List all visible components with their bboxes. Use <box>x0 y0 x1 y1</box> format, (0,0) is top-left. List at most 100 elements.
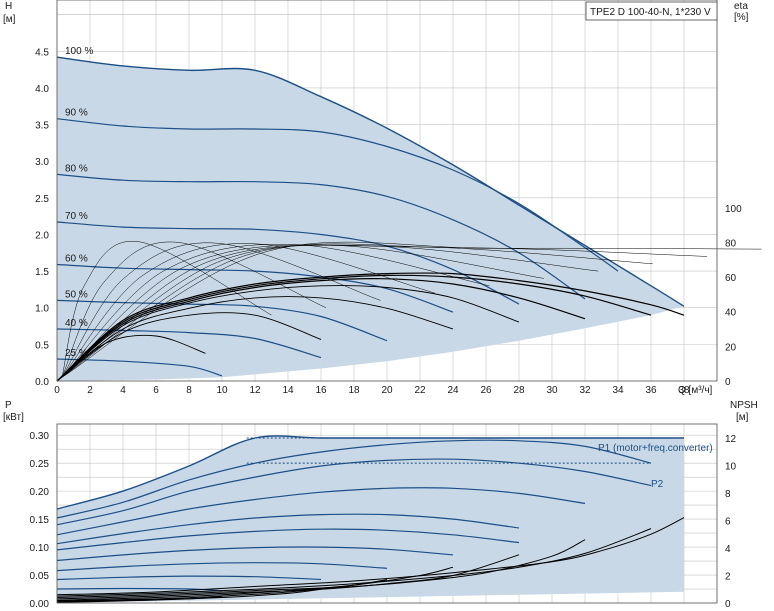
x-tick-label: 28 <box>513 385 525 396</box>
power-curve <box>56 439 652 519</box>
power-curve <box>56 487 586 536</box>
efficiency-arc <box>61 241 762 378</box>
power-curve <box>56 528 520 551</box>
p2-annotation: P2 <box>651 479 664 490</box>
lower-left-axis-unit: [кВт] <box>3 412 24 423</box>
speed-label: 50 % <box>65 289 88 300</box>
npsh-tick-label: 12 <box>725 434 737 445</box>
lower-frame <box>56 423 718 604</box>
efficiency-arc <box>61 243 435 378</box>
efficiency-curve <box>56 274 652 382</box>
head-curve <box>56 358 223 377</box>
x-tick-label: 2 <box>87 385 93 396</box>
efficiency-arc <box>61 240 272 378</box>
eta-tick-label: 60 <box>725 273 737 284</box>
head-tick-label: 2.5 <box>35 194 49 205</box>
x-tick-label: 38 <box>678 385 690 396</box>
power-curve <box>56 513 520 545</box>
speed-label: 60 % <box>65 254 88 265</box>
power-tick-label: 0.25 <box>30 459 50 470</box>
efficiency-arc <box>61 241 327 378</box>
power-curve <box>56 546 454 562</box>
upper-operating-area <box>57 57 684 381</box>
x-tick-label: 32 <box>579 385 591 396</box>
npsh-curve <box>56 566 454 601</box>
head-tick-label: 1.5 <box>35 267 49 278</box>
power-tick-label: 0.20 <box>30 487 50 498</box>
lower-operating-area <box>57 435 684 603</box>
lower-area-shape <box>57 435 684 603</box>
power-tick-label: 0.10 <box>30 543 50 554</box>
npsh-curves <box>56 517 685 603</box>
efficiency-curves <box>56 240 762 382</box>
head-curve <box>56 118 619 272</box>
tick-labels: 0 2 4 6 8 10 12 14 16 18 20 22 24 26 28 30 32 34 36 380.00.… <box>30 47 743 610</box>
head-curve <box>56 263 454 313</box>
head-tick-label: 0.0 <box>35 377 49 388</box>
x-tick-label: 20 <box>381 385 393 396</box>
head-curve <box>56 221 520 305</box>
npsh-curve <box>56 528 652 597</box>
power-tick-label: 0.00 <box>30 599 50 610</box>
head-curve <box>56 299 388 342</box>
head-tick-label: 1.0 <box>35 304 49 315</box>
head-tick-label: 3.0 <box>35 157 49 168</box>
power-curve <box>56 458 652 526</box>
upper-frame <box>56 0 718 382</box>
x-tick-label: 30 <box>546 385 558 396</box>
x-tick-label: 16 <box>315 385 327 396</box>
eta-tick-label: 80 <box>725 238 737 249</box>
head-tick-label: 2.0 <box>35 230 49 241</box>
x-tick-label: 8 <box>186 385 192 396</box>
p1-annotation: P1 (motor+freq.converter) <box>598 443 713 454</box>
upper-left-axis-unit: [м] <box>3 14 16 25</box>
eta-tick-label: 20 <box>725 342 737 353</box>
head-curve <box>56 328 322 359</box>
efficiency-curve <box>56 272 685 382</box>
npsh-tick-label: 10 <box>725 461 737 472</box>
upper-area-shape <box>57 57 684 381</box>
x-tick-label: 4 <box>120 385 126 396</box>
power-tick-label: 0.05 <box>30 571 50 582</box>
eta-tick-label: 0 <box>725 377 731 388</box>
speed-label: 25 % <box>65 348 88 359</box>
eta-tick-label: 40 <box>725 308 737 319</box>
npsh-curve <box>56 596 223 603</box>
x-tick-label: 6 <box>153 385 159 396</box>
speed-label: 80 % <box>65 163 88 174</box>
speed-label: 90 % <box>65 108 88 119</box>
x-tick-label: 0 <box>54 385 60 396</box>
x-tick-label: 22 <box>414 385 426 396</box>
plot-frames <box>56 0 718 604</box>
npsh-tick-label: 4 <box>725 544 731 555</box>
x-tick-label: 10 <box>216 385 228 396</box>
npsh-curve <box>56 588 322 603</box>
upper-right-axis-unit: [%] <box>734 12 749 23</box>
efficiency-arc <box>61 244 490 378</box>
npsh-curve <box>56 517 685 596</box>
efficiency-curve <box>56 296 454 382</box>
speed-label: 70 % <box>65 211 88 222</box>
power-curve <box>56 562 388 572</box>
upper-left-axis-label: H <box>5 1 12 12</box>
lower-left-axis-label: P <box>5 400 12 411</box>
power-curve <box>56 587 223 592</box>
lower-right-axis-label: NPSH <box>730 400 758 411</box>
head-tick-label: 0.5 <box>35 340 49 351</box>
power-tick-label: 0.30 <box>30 431 50 442</box>
power-curve <box>56 575 322 581</box>
efficiency-arc <box>61 244 653 378</box>
title-box <box>585 1 718 21</box>
x-tick-label: 36 <box>645 385 657 396</box>
efficiency-arc <box>61 243 708 378</box>
x-tick-label: 24 <box>447 385 459 396</box>
x-axis-label: Q [м³/ч] <box>678 385 713 396</box>
npsh-tick-label: 2 <box>725 571 731 582</box>
power-tick-label: 0.15 <box>30 515 50 526</box>
npsh-tick-label: 0 <box>725 599 731 610</box>
x-tick-label: 14 <box>282 385 294 396</box>
upper-right-axis-label: eta <box>734 1 748 12</box>
eta-tick-label: 100 <box>725 204 742 215</box>
x-tick-label: 26 <box>480 385 492 396</box>
x-tick-label: 34 <box>612 385 624 396</box>
